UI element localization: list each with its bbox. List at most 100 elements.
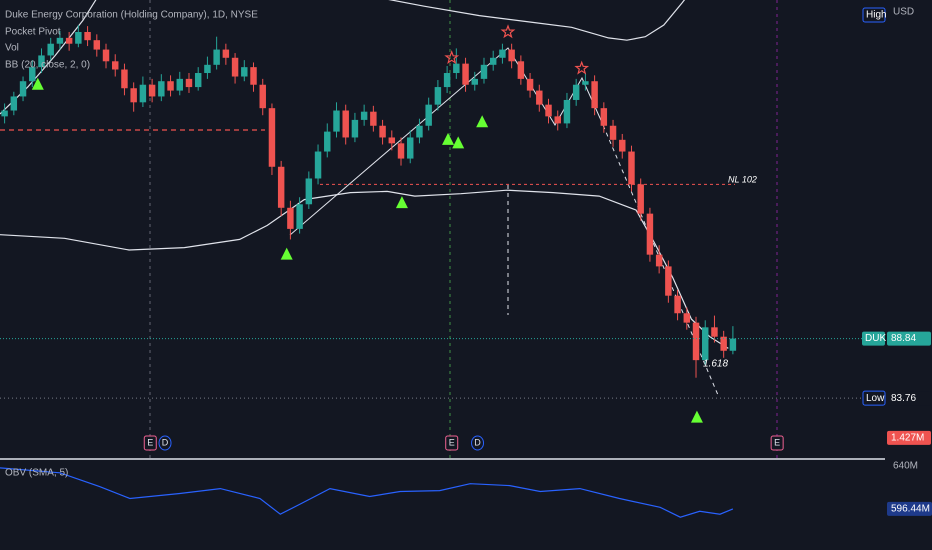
price-badge-text: 88.84 (891, 333, 916, 344)
candle-body (194, 73, 202, 88)
currency: USD (893, 7, 914, 18)
candle-body (619, 139, 626, 152)
candle-body (314, 151, 322, 179)
event-marker (158, 435, 172, 451)
candle-body (370, 111, 377, 126)
volume-badge (887, 430, 931, 445)
candle-body (416, 125, 423, 138)
candle-body (655, 254, 663, 267)
signal-top (444, 50, 460, 64)
fib-label: 1.618 (703, 359, 728, 370)
candle-body (38, 55, 45, 68)
price-pane (0, 0, 885, 458)
candle-body (84, 31, 91, 41)
symbol-text: DUK (865, 333, 886, 344)
candle-body (222, 49, 230, 58)
candle-body (609, 125, 617, 140)
candle-body (563, 99, 571, 124)
candle-body (499, 49, 506, 58)
chart-title: Duke Energy Corporation (Holding Company… (5, 10, 258, 21)
signal-up (690, 410, 703, 423)
candle-body (65, 37, 73, 44)
candle-body (259, 84, 266, 109)
event-label: D (474, 437, 481, 447)
candle-body (158, 81, 165, 97)
event-marker (770, 435, 784, 451)
candle-body (287, 207, 294, 229)
candle-body (19, 81, 27, 97)
candle-body (305, 178, 313, 205)
high-text: High (866, 10, 887, 21)
signal-up (442, 132, 455, 145)
candle-body (139, 84, 147, 103)
signal-top (574, 60, 590, 75)
obv-label: OBV (SMA, 5) (5, 468, 68, 479)
candle-body (646, 213, 654, 255)
indicator-label: BB (20, close, 2, 0) (5, 60, 90, 71)
signal-up (280, 247, 293, 260)
candle-body (536, 90, 543, 105)
candle-body (10, 96, 18, 111)
signal-top (500, 24, 516, 39)
candle-body (204, 64, 211, 74)
obv-tick-label: 640M (893, 461, 918, 472)
candle-body (388, 137, 396, 144)
candle-body (407, 137, 414, 159)
candle-body (250, 67, 257, 85)
candle-body (93, 40, 101, 50)
candle-body (591, 81, 598, 109)
obv-badge-text: 596.44M (891, 504, 930, 515)
candle-body (324, 131, 331, 152)
candle-body (397, 143, 405, 159)
candle-body (176, 78, 183, 91)
candle-body (102, 49, 110, 62)
candle-body (121, 69, 128, 89)
low-badge-text: 83.76 (891, 393, 916, 404)
candle-body (148, 84, 156, 97)
candle-body (130, 88, 137, 103)
candle-body (379, 125, 386, 138)
candle-body (425, 104, 432, 126)
low-label: Low (866, 393, 885, 404)
labels: Duke Energy Corporation (Holding Company… (5, 7, 932, 516)
candle-body (582, 81, 589, 85)
candle-body (167, 81, 174, 91)
event-label: E (147, 437, 153, 447)
candle-body (517, 61, 525, 79)
candle-body (360, 111, 368, 120)
volume-badge-text: 1.427M (891, 433, 924, 444)
signal-up (452, 136, 465, 149)
level-label: NL 102 (728, 175, 757, 185)
candle-body (545, 104, 552, 117)
candle-body (443, 73, 451, 88)
candle-body (711, 327, 718, 337)
indicator-label: Pocket Pivot (5, 27, 61, 38)
candle-body (213, 49, 220, 65)
band-line (0, 0, 97, 115)
candle-body (75, 31, 82, 44)
obv-line (0, 467, 734, 518)
candle-body (296, 204, 303, 229)
candle-body (56, 37, 64, 44)
event-marker (143, 435, 157, 451)
candle-body (526, 78, 534, 91)
candle-body (1, 110, 8, 117)
candle-body (231, 57, 239, 77)
band-line (388, 0, 686, 41)
symbol-badge (862, 331, 885, 346)
candle-body (342, 110, 349, 138)
candle-body (112, 61, 119, 70)
event-label: E (774, 437, 780, 447)
candle-body (277, 166, 285, 208)
low-label-badge (862, 390, 886, 406)
candle-body (351, 119, 359, 138)
candle-body (600, 108, 608, 126)
candle-body (720, 336, 727, 351)
candle-body (628, 151, 635, 185)
candle-body (489, 57, 497, 65)
candle-body (637, 184, 644, 214)
low-badge (887, 391, 931, 406)
candle-body (268, 108, 276, 167)
obv-badge (887, 501, 932, 516)
